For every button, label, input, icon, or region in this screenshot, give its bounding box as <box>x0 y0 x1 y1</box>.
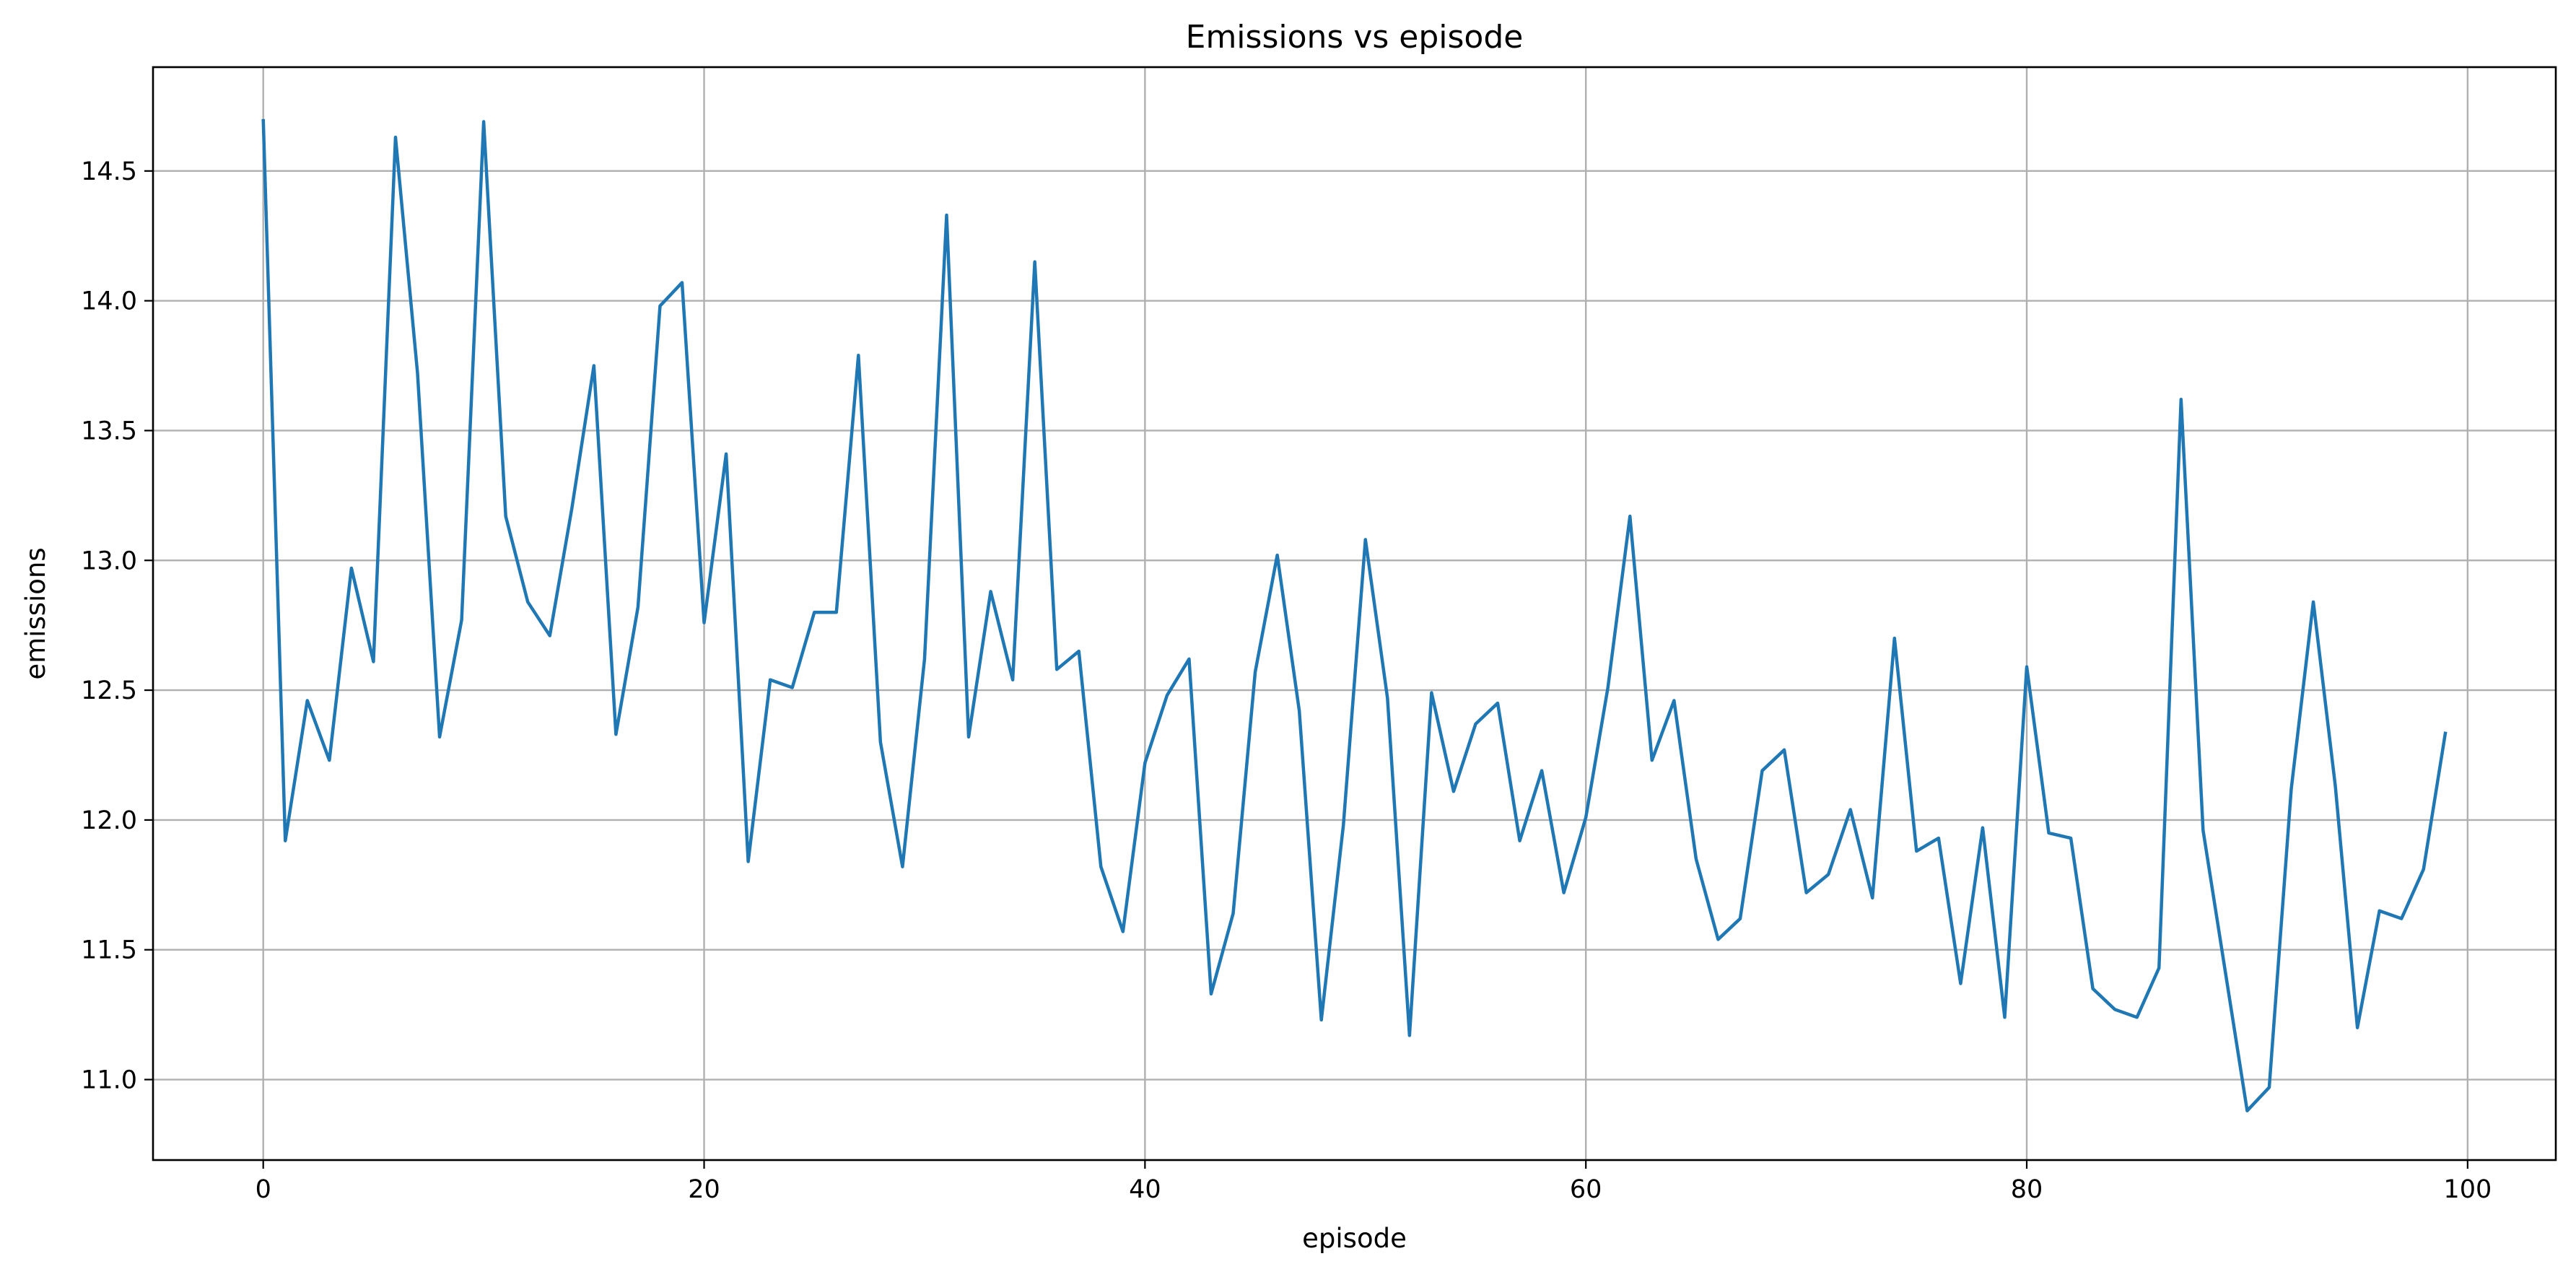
x-tick-label: 40 <box>1129 1175 1161 1204</box>
y-tick-label: 12.5 <box>81 676 137 705</box>
x-axis-label: episode <box>1302 1223 1407 1254</box>
y-tick-label: 11.5 <box>81 936 137 965</box>
y-axis-label: emissions <box>20 547 51 679</box>
x-tick-label: 0 <box>256 1175 271 1204</box>
x-tick-label: 20 <box>688 1175 720 1204</box>
y-tick-label: 14.5 <box>81 157 137 186</box>
y-tick-label: 14.0 <box>81 287 137 316</box>
chart-title: Emissions vs episode <box>1186 19 1524 56</box>
series-line-layer <box>261 118 2448 1112</box>
emissions-series-line <box>261 118 2448 1112</box>
y-tick-label: 13.5 <box>81 417 137 445</box>
grid <box>153 67 2556 1160</box>
x-axis-ticks: 0 20 40 60 80 100 <box>256 1160 2492 1204</box>
y-tick-label: 11.0 <box>81 1066 137 1095</box>
y-tick-label: 12.0 <box>81 806 137 835</box>
y-axis-ticks: 11.0 11.5 12.0 12.5 13.0 13.5 14.0 14.5 <box>81 157 153 1095</box>
x-tick-label: 60 <box>1570 1175 1602 1204</box>
y-tick-label: 13.0 <box>81 546 137 575</box>
x-tick-label: 80 <box>2011 1175 2043 1204</box>
plot-frame <box>152 66 2557 1161</box>
x-tick-label: 100 <box>2443 1175 2492 1204</box>
